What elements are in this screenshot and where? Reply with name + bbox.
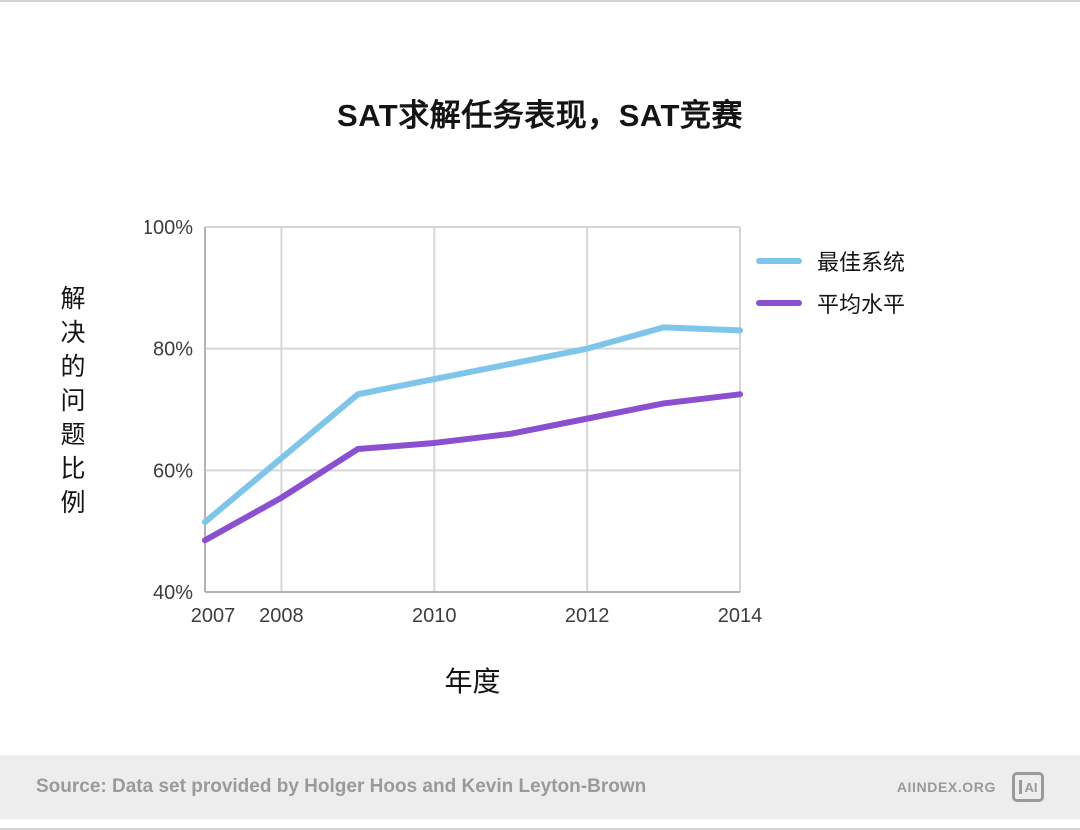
series-line-0 <box>202 324 743 526</box>
x-tick-label: 2012 <box>565 605 610 627</box>
legend-swatch-0 <box>756 258 802 264</box>
legend-label-1: 平均水平 <box>817 292 906 317</box>
y-axis-label: 解决的问题比例 <box>57 285 85 523</box>
logo-bar <box>1018 780 1022 794</box>
chart-title: SAT求解任务表现，SAT竞赛 <box>337 98 743 133</box>
chart-legend: 最佳系统 平均水平 <box>756 240 905 324</box>
legend-item: 最佳系统 <box>756 240 905 282</box>
ai-index-logo-icon: AI <box>1012 772 1044 802</box>
x-tick-label: 2010 <box>412 605 457 627</box>
series-line-1 <box>202 391 743 544</box>
logo-text: AI <box>1024 779 1038 795</box>
source-text: Source: Data set provided by Holger Hoos… <box>36 776 647 797</box>
y-tick-label: 100% <box>145 217 193 239</box>
footer-brand-group: AIINDEX.ORG AI <box>897 772 1044 802</box>
legend-swatch-1 <box>756 300 802 306</box>
line-chart: 40% 60% 80% 100% 2007 2008 2010 2012 2014 <box>145 217 763 627</box>
x-tick-label: 2008 <box>259 605 304 627</box>
legend-label-0: 最佳系统 <box>817 250 906 275</box>
x-axis-label: 年度 <box>444 666 501 697</box>
y-tick-label: 60% <box>153 460 193 482</box>
legend-item: 平均水平 <box>756 282 905 324</box>
x-tick-label: 2007 <box>191 605 236 627</box>
brand-text: AIINDEX.ORG <box>896 779 996 795</box>
y-tick-label: 40% <box>153 582 193 604</box>
x-tick-label: 2014 <box>718 605 763 627</box>
footer-bar: Source: Data set provided by Holger Hoos… <box>0 755 1080 819</box>
y-tick-label: 80% <box>153 339 193 361</box>
